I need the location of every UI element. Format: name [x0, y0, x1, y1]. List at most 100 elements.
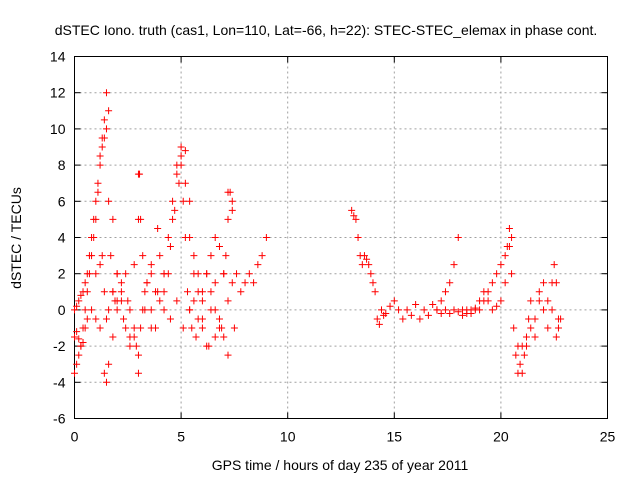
data-point [540, 279, 548, 287]
data-point [96, 324, 104, 332]
data-point [437, 297, 445, 305]
y-tick-label: -6 [53, 411, 66, 427]
data-point [92, 197, 100, 205]
data-point [433, 306, 441, 314]
data-point [120, 315, 128, 323]
data-point [137, 215, 145, 223]
data-point [514, 342, 522, 350]
data-point [109, 333, 117, 341]
data-point [109, 215, 117, 223]
data-point [166, 243, 174, 251]
data-point [126, 333, 134, 341]
data-points [71, 89, 565, 386]
data-point [90, 215, 98, 223]
data-point [88, 306, 96, 314]
data-point [122, 324, 130, 332]
data-point [98, 252, 106, 260]
data-point [160, 306, 168, 314]
data-point [382, 310, 390, 318]
data-point [348, 206, 356, 214]
data-point [450, 306, 458, 314]
data-point [493, 302, 501, 310]
data-point [207, 252, 215, 260]
data-point [544, 324, 552, 332]
data-point [424, 311, 432, 319]
data-point [73, 328, 81, 336]
data-point [136, 170, 144, 178]
data-point [220, 270, 228, 278]
data-point [194, 315, 202, 323]
data-point [147, 324, 155, 332]
data-point [441, 306, 449, 314]
data-point [156, 297, 164, 305]
data-point [175, 179, 183, 187]
data-point [113, 306, 121, 314]
y-axis-label: dSTEC / TECUs [8, 187, 24, 289]
data-point [147, 261, 155, 269]
data-point [378, 306, 386, 314]
data-point [139, 252, 147, 260]
data-point [141, 306, 149, 314]
data-point [354, 234, 362, 241]
data-point [441, 288, 449, 296]
data-point [352, 215, 360, 223]
data-point [218, 324, 226, 332]
data-point [188, 324, 196, 332]
data-point [122, 270, 130, 278]
x-tick-label: 5 [177, 429, 185, 445]
data-point [126, 342, 134, 350]
data-point [493, 270, 501, 278]
data-point [527, 297, 535, 305]
data-point [164, 234, 172, 241]
data-point [102, 89, 110, 97]
y-tick-label: 12 [50, 85, 66, 101]
data-point [102, 315, 110, 323]
data-point [437, 310, 445, 318]
data-point [226, 188, 234, 196]
data-point [497, 297, 505, 305]
data-point [169, 197, 177, 205]
data-point [233, 270, 241, 278]
data-point [420, 306, 428, 314]
data-point [102, 125, 110, 133]
y-tick-label: 2 [58, 266, 66, 282]
data-point [92, 270, 100, 278]
data-point [198, 324, 206, 332]
data-point [198, 297, 206, 305]
data-point [488, 279, 496, 287]
data-point [79, 288, 87, 296]
data-point [154, 224, 162, 232]
data-point [73, 302, 81, 310]
data-point [211, 234, 219, 241]
y-tick-label: 0 [58, 302, 66, 318]
data-point [109, 288, 117, 296]
data-point [399, 315, 407, 323]
data-point [113, 270, 121, 278]
data-point [237, 288, 245, 296]
data-point [100, 369, 108, 377]
data-point [548, 306, 556, 314]
data-point [446, 279, 454, 287]
y-tick-label: 14 [50, 49, 66, 65]
data-point [412, 300, 420, 308]
data-point [130, 261, 138, 269]
data-point [171, 206, 179, 214]
data-point [124, 297, 132, 305]
data-point [134, 351, 142, 359]
y-tick-label: 6 [58, 193, 66, 209]
data-point [245, 270, 253, 278]
data-point [510, 324, 518, 332]
y-tick-label: 10 [50, 121, 66, 137]
data-point [173, 170, 181, 178]
data-point [224, 351, 232, 359]
x-tick-label: 0 [71, 429, 79, 445]
data-point [77, 342, 85, 350]
data-point [141, 288, 149, 296]
data-point [220, 333, 228, 341]
data-point [102, 378, 110, 386]
data-point [540, 306, 548, 314]
data-point [81, 306, 89, 314]
data-point [557, 315, 565, 323]
grid [74, 56, 608, 419]
data-point [105, 107, 113, 115]
